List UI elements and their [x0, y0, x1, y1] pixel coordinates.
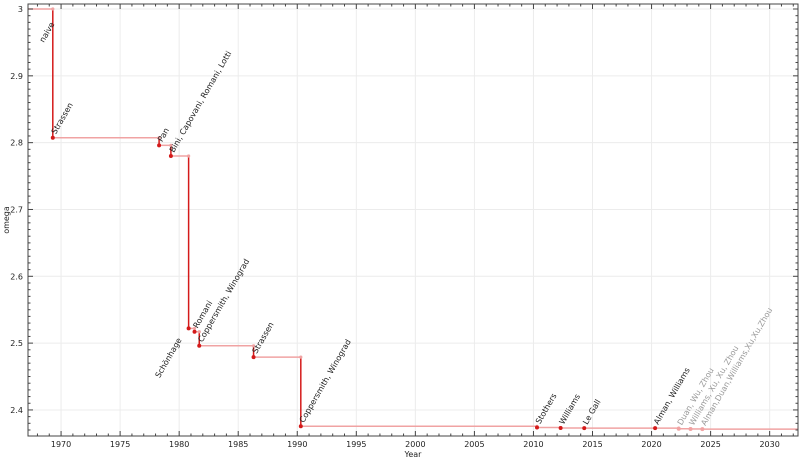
previous-value-marker [187, 154, 191, 158]
data-point [298, 424, 303, 429]
data-point [186, 326, 191, 331]
x-tick-label: 2015 [582, 440, 602, 449]
x-tick-label: 1980 [169, 440, 189, 449]
x-tick-label: 2005 [464, 440, 484, 449]
data-point [700, 427, 705, 432]
point-label: Bini, Capovani, Romani, Lotti [168, 50, 234, 154]
x-tick-label: 1970 [51, 440, 71, 449]
x-tick-label: 2025 [700, 440, 720, 449]
previous-value-marker [251, 344, 256, 348]
x-tick-label: 1975 [110, 440, 130, 449]
data-point [50, 135, 55, 140]
axes: 1970 1975 1980 1985 1990 1995 2000 2005 2010 2015… [10, 4, 798, 449]
y-axis-label: omega [2, 206, 11, 234]
x-axis-label: Year [404, 450, 423, 459]
y-tick-label: 2.7 [10, 205, 23, 214]
y-tick-label: 2.6 [10, 272, 23, 281]
data-point [251, 355, 256, 360]
point-label: Le Gall [581, 398, 602, 426]
point-label: Pan [156, 126, 171, 143]
x-tick-label: 2000 [405, 440, 425, 449]
x-tick-label: 1990 [287, 440, 307, 449]
data-point [582, 426, 587, 431]
data-point [653, 426, 658, 431]
point-label: Strassen [251, 321, 276, 356]
x-tick-label: 2020 [641, 440, 661, 449]
data-point [157, 143, 162, 148]
data-point [688, 426, 693, 431]
point-label: Williams [558, 393, 583, 427]
data-points [50, 7, 705, 432]
data-point [168, 154, 173, 159]
plot-frame [27, 3, 799, 437]
previous-value-marker [192, 326, 197, 331]
data-point [676, 426, 681, 431]
previous-value-marker [157, 136, 161, 140]
y-tick-label: 2.8 [10, 139, 23, 148]
x-tick-label: 1985 [228, 440, 248, 449]
point-label: Stothers [534, 392, 559, 426]
x-tick-label: 2010 [523, 440, 543, 449]
y-tick-label: 2.9 [10, 72, 23, 81]
data-point [192, 329, 197, 334]
previous-value-marker [169, 143, 173, 147]
grid [28, 4, 798, 436]
series-line [28, 8, 798, 430]
data-point [197, 343, 202, 348]
previous-value-marker [299, 355, 303, 359]
data-point [535, 425, 540, 430]
point-label: naive [38, 21, 57, 44]
data-point [558, 426, 563, 431]
y-tick-label: 2.4 [10, 406, 23, 415]
point-label: Coppersmith, Winograd [196, 257, 251, 343]
x-tick-label: 1995 [346, 440, 366, 449]
point-label: Coppersmith, Winograd [298, 338, 353, 424]
y-tick-label: 2.5 [10, 339, 23, 348]
previous-value-marker [51, 7, 55, 11]
previous-value-marker [197, 330, 201, 334]
y-tick-label: 3 [18, 5, 23, 14]
x-tick-label: 2030 [759, 440, 779, 449]
